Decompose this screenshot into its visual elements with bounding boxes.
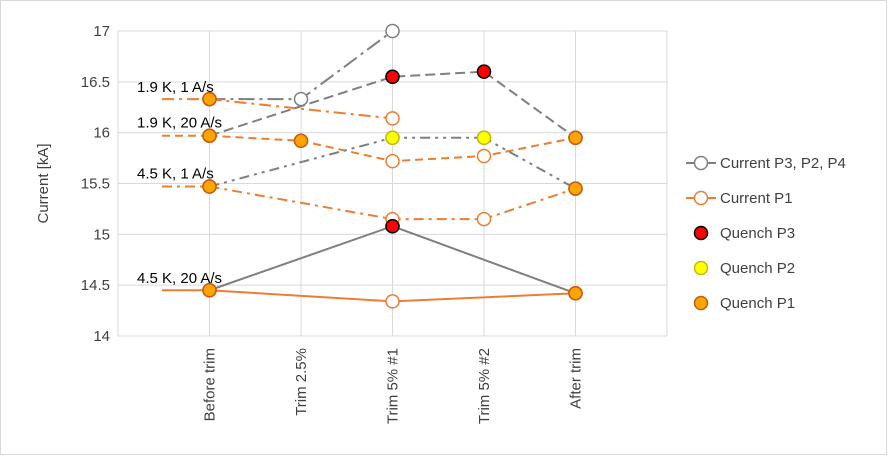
point-current-p3-p2-p4 [385,23,400,39]
x-tick-labels: Before trim Trim 2.5% Trim 5% #1 Trim 5% #2… [202,348,585,424]
legend-label: Quench P3 [720,225,795,242]
x-tick-label: Trim 2.5% [293,348,310,416]
y-tick-label: 16 [93,125,110,142]
y-tick-label: 14 [93,328,110,345]
point-quench-p3 [385,218,400,234]
point-quench-p3 [476,64,492,79]
x-tick-label: Before trim [202,348,219,421]
data-series [162,23,583,309]
legend: Current P3, P2, P4 Current P1 Quench P3 Que… [686,155,846,312]
series-line-p3-p2-p4 [209,136,576,190]
point-quench-p1 [202,91,217,107]
y-tick-label: 16.5 [81,74,110,91]
series-line-p3-p2-p4 [209,70,577,139]
point-quench-p1 [568,130,583,145]
point-quench-p1 [202,128,217,143]
y-tick-labels: 14 14.5 15 15.5 16 16.5 17 [81,23,110,345]
point-quench-p1 [202,179,217,194]
point-quench-p2 [385,130,400,145]
point-quench-p1 [202,283,217,298]
series-line-p1 [209,185,576,221]
condition-label: 4.5 K, 20 A/s [137,270,222,287]
legend-marker [693,295,709,311]
y-axis-label: Current [kA] [35,143,52,223]
y-tick-label: 15 [93,226,110,243]
point-current-p3-p2-p4 [293,91,309,107]
x-tick-label: After trim [568,348,585,409]
x-tick-label: Trim 5% #1 [385,348,402,424]
point-current-p1 [385,294,400,309]
point-quench-p1 [568,181,583,196]
point-current-p1 [385,111,400,126]
point-quench-p3 [385,69,400,84]
point-quench-p1 [293,133,309,149]
y-tick-label: 14.5 [81,277,110,294]
legend-marker [693,225,709,241]
condition-label: 1.9 K, 1 A/s [137,79,214,96]
point-current-p1 [476,148,492,164]
point-current-p1 [476,211,492,227]
point-current-p1 [385,153,400,169]
legend-label: Quench P1 [720,295,795,312]
point-quench-p1 [568,286,583,301]
legend-marker [693,260,709,276]
condition-label: 4.5 K, 1 A/s [137,165,214,182]
y-tick-label: 15.5 [81,176,110,193]
condition-label: 1.9 K, 20 A/s [137,115,222,132]
point-quench-p2 [476,130,492,145]
legend-label: Current P1 [720,190,793,207]
condition-labels: 1.9 K, 1 A/s 1.9 K, 20 A/s 4.5 K, 1 A/s 4.5… [137,79,222,287]
series-line-p1 [209,98,393,120]
legend-marker [693,155,709,171]
y-tick-label: 17 [93,23,110,40]
legend-marker [693,190,709,206]
legend-label: Current P3, P2, P4 [720,155,846,172]
legend-label: Quench P2 [720,260,795,277]
x-tick-label: Trim 5% #2 [476,348,493,424]
